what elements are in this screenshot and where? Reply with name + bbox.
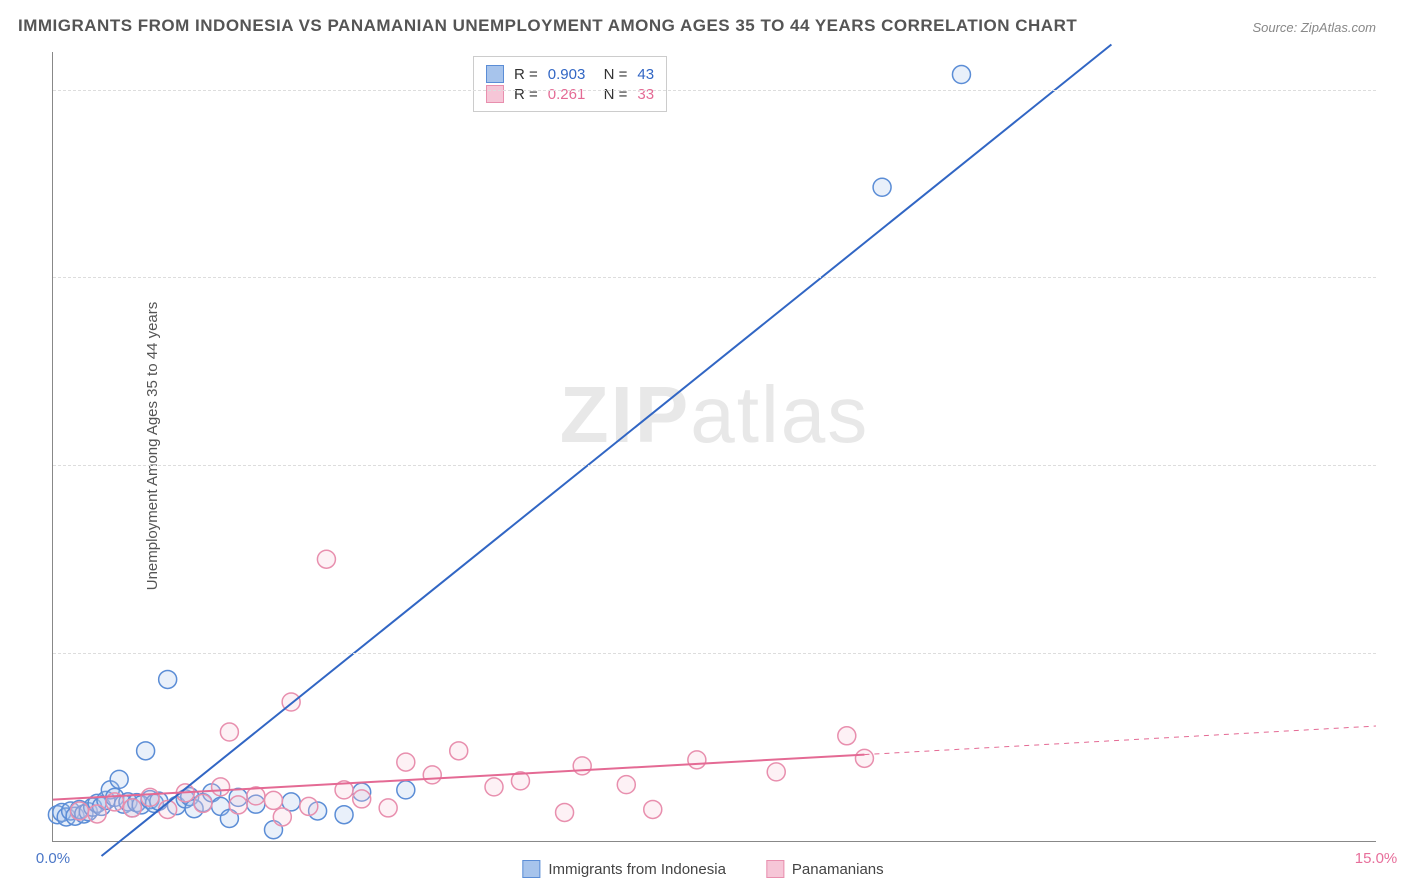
chart-title: IMMIGRANTS FROM INDONESIA VS PANAMANIAN …	[18, 16, 1077, 36]
y-tick-label: 75.0%	[1384, 269, 1406, 286]
swatch-pink-icon	[766, 860, 784, 878]
legend-label-pink: Panamanians	[792, 861, 884, 878]
x-tick-label: 0.0%	[36, 850, 70, 867]
y-tick-label: 25.0%	[1384, 645, 1406, 662]
y-tick-label: 100.0%	[1384, 81, 1406, 98]
swatch-blue-icon	[522, 860, 540, 878]
series-legend: Immigrants from Indonesia Panamanians	[522, 860, 883, 878]
scatter-svg	[53, 52, 1376, 841]
legend-label-blue: Immigrants from Indonesia	[548, 861, 726, 878]
source-attribution: Source: ZipAtlas.com	[1252, 20, 1376, 35]
legend-item-blue: Immigrants from Indonesia	[522, 860, 726, 878]
y-tick-label: 50.0%	[1384, 457, 1406, 474]
legend-item-pink: Panamanians	[766, 860, 884, 878]
plot-area: ZIPatlas R = 0.903 N = 43 R = 0.261 N = …	[52, 52, 1376, 842]
x-tick-label: 15.0%	[1355, 850, 1398, 867]
